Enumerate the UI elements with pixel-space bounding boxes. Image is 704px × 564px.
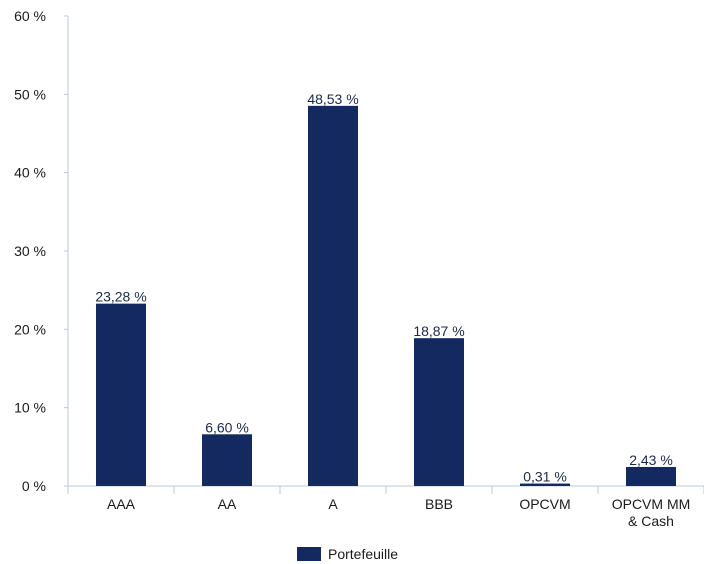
- y-tick-label: 10 %: [14, 400, 46, 416]
- bar-value-label: 23,28 %: [95, 289, 146, 305]
- legend-label-portefeuille: Portefeuille: [328, 546, 398, 562]
- x-category-label: A: [328, 496, 338, 512]
- legend: Portefeuille: [297, 546, 398, 562]
- bar: [96, 303, 146, 486]
- y-tick-label: 40 %: [14, 165, 46, 181]
- y-axis: 0 % 10 % 20 % 30 % 40 % 50 % 60 %: [14, 8, 69, 494]
- y-tick-label: 30 %: [14, 243, 46, 259]
- y-tick-label: 50 %: [14, 86, 46, 102]
- data-labels: 23,28 % 6,60 % 48,53 % 18,87 % 0,31 % 2,43 %: [95, 91, 672, 485]
- x-category-label: OPCVM MM & Cash: [612, 496, 691, 529]
- x-category-label: OPCVM: [519, 496, 570, 512]
- bar: [520, 483, 570, 486]
- y-tick-label: 0 %: [22, 478, 46, 494]
- legend-swatch-portefeuille: [297, 547, 321, 561]
- x-category-label: AA: [218, 496, 237, 512]
- x-category-label: BBB: [425, 496, 453, 512]
- bar: [202, 434, 252, 486]
- bar-value-label: 48,53 %: [307, 91, 358, 107]
- bar-value-label: 18,87 %: [413, 323, 464, 339]
- y-tick-label: 20 %: [14, 321, 46, 337]
- bar-value-label: 2,43 %: [629, 452, 673, 468]
- y-tick-label: 60 %: [14, 8, 46, 24]
- bars: [96, 105, 676, 487]
- bar: [414, 338, 464, 486]
- x-category-label: AAA: [107, 496, 136, 512]
- bar-value-label: 0,31 %: [523, 469, 567, 485]
- bar: [308, 105, 358, 487]
- x-axis: AAA AA A BBB OPCVM OPCVM MM & Cash: [67, 485, 704, 529]
- bar-value-label: 6,60 %: [205, 419, 249, 435]
- bar: [626, 466, 676, 486]
